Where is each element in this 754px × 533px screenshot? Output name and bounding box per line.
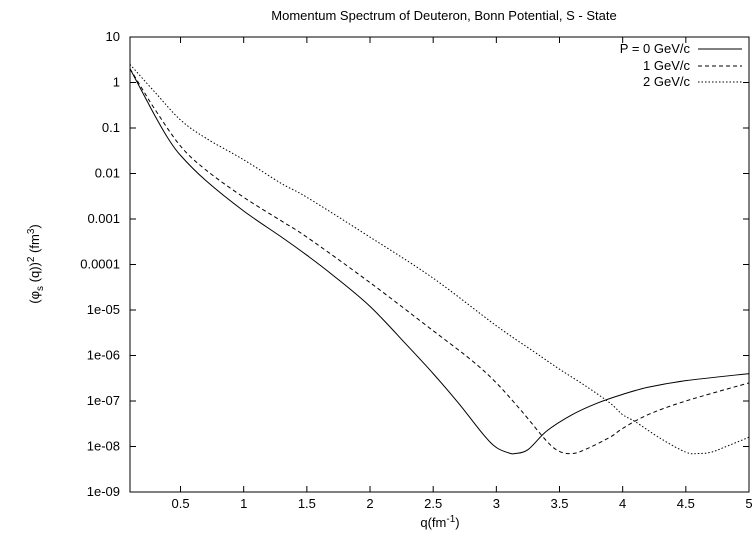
y-tick-label: 10 xyxy=(106,29,120,44)
x-tick-label: 1.5 xyxy=(298,496,316,511)
x-tick-label: 4.5 xyxy=(677,496,695,511)
x-tick-label: 5 xyxy=(745,496,752,511)
legend-label-p2: 2 GeV/c xyxy=(643,74,690,89)
series-line-p0 xyxy=(129,68,750,455)
plot-frame xyxy=(129,36,750,493)
legend-label-p1: 1 GeV/c xyxy=(643,58,690,73)
y-tick-label: 1e-08 xyxy=(87,439,120,454)
x-tick-label: 0.5 xyxy=(171,496,189,511)
x-tick-label: 1 xyxy=(240,496,247,511)
y-tick-label: 0.0001 xyxy=(80,257,120,272)
legend: P = 0 GeV/c 1 GeV/c 2 GeV/c xyxy=(620,41,742,89)
y-tick-label: 1e-05 xyxy=(87,302,120,317)
y-tick-label: 1 xyxy=(113,75,120,90)
y-tick-label: 1e-06 xyxy=(87,348,120,363)
series-line-p1 xyxy=(129,68,750,455)
x-tick-label: 2 xyxy=(366,496,373,511)
legend-label-p0: P = 0 GeV/c xyxy=(620,41,691,56)
x-tick-label: 4 xyxy=(619,496,626,511)
x-tick-label: 2.5 xyxy=(424,496,442,511)
x-axis-label: q(fm-1) xyxy=(420,514,459,530)
x-axis-ticks: 0.5 1 1.5 2 2.5 3 3.5 4 4.5 5 xyxy=(171,37,753,511)
series-line-p2 xyxy=(129,64,750,455)
series-layer xyxy=(129,64,750,455)
y-tick-label: 1e-09 xyxy=(87,484,120,499)
y-axis-label: (φs (q))2 (fm3) xyxy=(26,224,46,303)
y-tick-label: 0.01 xyxy=(95,166,120,181)
chart-title: Momentum Spectrum of Deuteron, Bonn Pote… xyxy=(271,8,616,23)
x-tick-label: 3.5 xyxy=(550,496,568,511)
y-tick-label: 0.001 xyxy=(87,211,120,226)
y-tick-label: 1e-07 xyxy=(87,393,120,408)
x-tick-label: 3 xyxy=(493,496,500,511)
y-axis-ticks: 1e-09 1e-08 1e-07 1e-06 1e-05 0.0001 0.001 0.01… xyxy=(80,29,749,499)
y-tick-label: 0.1 xyxy=(102,120,120,135)
